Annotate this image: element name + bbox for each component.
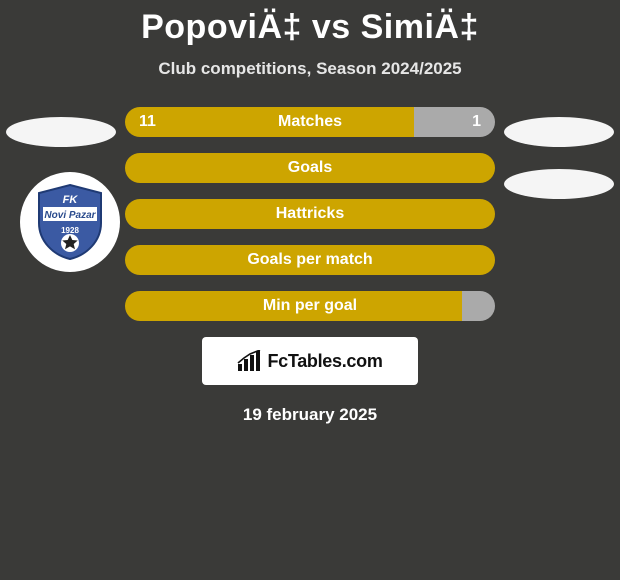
stat-bar-left-segment [125,107,414,137]
page-title: PopoviÄ‡ vs SimiÄ‡ [0,0,620,47]
stat-bar-left-segment [125,153,495,183]
stat-bar: Min per goal [125,291,495,321]
stat-bar-left-segment [125,245,495,275]
player-right-photo-placeholder-1 [504,117,614,147]
club-badge-left: FK Novi Pazar 1928 [20,172,120,272]
player-left-photo-placeholder-1 [6,117,116,147]
brand-box[interactable]: FcTables.com [202,337,418,385]
stat-bar-left-segment [125,291,462,321]
stat-bar: Hattricks [125,199,495,229]
stat-bar: 111Matches [125,107,495,137]
stat-bar: Goals [125,153,495,183]
badge-line1: FK [63,194,79,206]
stat-bar: Goals per match [125,245,495,275]
shield-icon: FK Novi Pazar 1928 [35,183,105,261]
stat-bar-right-segment [414,107,495,137]
player-right-photo-placeholder-2 [504,169,614,199]
brand-text: FcTables.com [267,351,382,372]
comparison-content: FK Novi Pazar 1928 111Matches Goals Hattri… [0,107,620,425]
page-subtitle: Club competitions, Season 2024/2025 [0,59,620,79]
badge-line2: Novi Pazar [44,210,96,221]
bar-chart-icon [237,350,261,372]
stat-bars: 111Matches Goals Hattricks Goals per match M… [125,107,495,321]
footer-date: 19 february 2025 [0,405,620,425]
stat-bar-right-segment [462,291,495,321]
badge-line3: 1928 [61,226,79,235]
stat-bar-left-segment [125,199,495,229]
